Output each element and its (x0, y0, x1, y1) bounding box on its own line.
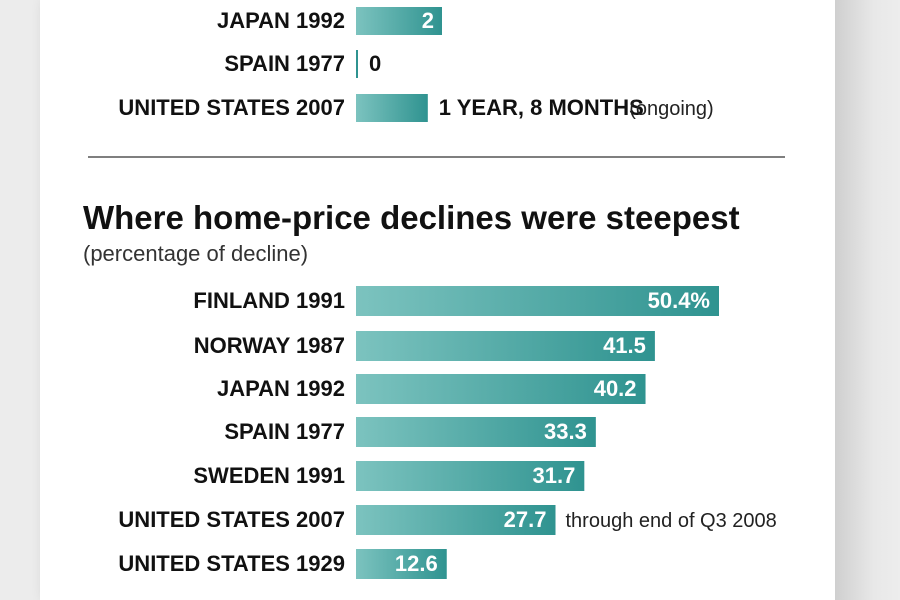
bar (356, 461, 585, 491)
page-edge-shadow (835, 0, 900, 600)
chart-title: Where home-price declines were steepest (83, 199, 740, 236)
value-label: 33.3 (544, 419, 587, 444)
bar (356, 286, 719, 316)
category-label: SPAIN 1977 (224, 51, 345, 76)
chart-subtitle: (percentage of decline) (83, 241, 308, 266)
category-label: UNITED STATES 1929 (118, 551, 345, 576)
bar (356, 50, 358, 78)
bar (356, 505, 556, 535)
category-label: SWEDEN 1991 (193, 463, 345, 488)
value-label: 31.7 (532, 463, 575, 488)
bar-note: (ongoing) (629, 98, 714, 120)
category-label: JAPAN 1992 (217, 8, 345, 33)
bar (356, 417, 596, 447)
bar (356, 331, 655, 361)
bar (356, 549, 447, 579)
duration-bar-chart: JAPAN 1992 2 SPAIN 1977 0 UNITED STATES 2007… (118, 7, 714, 122)
value-label: 2 (422, 8, 434, 33)
bar (356, 94, 428, 122)
value-label: 41.5 (603, 333, 646, 358)
bar-note: through end of Q3 2008 (566, 510, 777, 532)
bar (356, 7, 442, 35)
category-label: SPAIN 1977 (224, 419, 345, 444)
category-label: UNITED STATES 2007 (118, 95, 345, 120)
category-label: UNITED STATES 2007 (118, 507, 345, 532)
value-label: 27.7 (504, 507, 547, 532)
value-label: 50.4% (648, 288, 710, 313)
decline-bar-chart: FINLAND 1991 50.4% NORWAY 1987 41.5 JAPAN 19… (118, 286, 777, 579)
value-label: 40.2 (594, 376, 637, 401)
category-label: JAPAN 1992 (217, 376, 345, 401)
value-label: 12.6 (395, 551, 438, 576)
value-label: 0 (369, 51, 381, 76)
bar (356, 374, 646, 404)
value-label: 1 YEAR, 8 MONTHS (439, 95, 644, 120)
category-label: FINLAND 1991 (193, 288, 345, 313)
category-label: NORWAY 1987 (194, 333, 345, 358)
